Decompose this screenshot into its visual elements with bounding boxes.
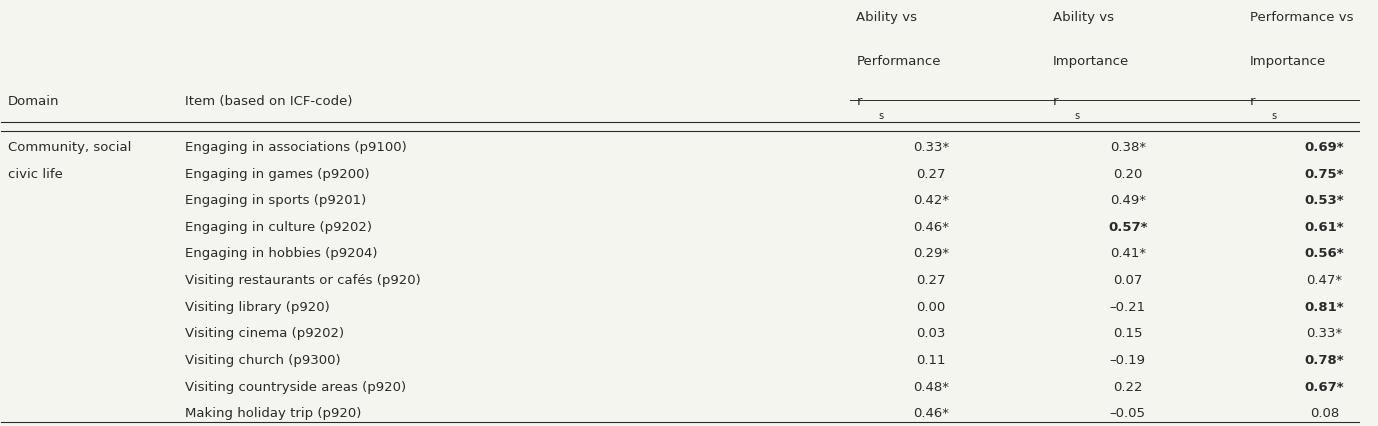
Text: Performance: Performance [856, 55, 941, 68]
Text: 0.47*: 0.47* [1306, 274, 1342, 287]
Text: 0.57*: 0.57* [1108, 221, 1148, 234]
Text: 0.03: 0.03 [916, 328, 945, 340]
Text: 0.07: 0.07 [1113, 274, 1142, 287]
Text: r: r [1250, 95, 1255, 109]
Text: Performance vs: Performance vs [1250, 11, 1353, 24]
Text: r: r [856, 95, 861, 109]
Text: –0.05: –0.05 [1109, 407, 1146, 420]
Text: 0.15: 0.15 [1113, 328, 1142, 340]
Text: 0.53*: 0.53* [1305, 194, 1345, 207]
Text: Community, social: Community, social [8, 141, 131, 154]
Text: 0.49*: 0.49* [1109, 194, 1146, 207]
Text: Domain: Domain [8, 95, 59, 109]
Text: Visiting cinema (p9202): Visiting cinema (p9202) [185, 328, 343, 340]
Text: Engaging in games (p9200): Engaging in games (p9200) [185, 167, 369, 181]
Text: 0.78*: 0.78* [1305, 354, 1345, 367]
Text: Engaging in associations (p9100): Engaging in associations (p9100) [185, 141, 407, 154]
Text: civic life: civic life [8, 167, 63, 181]
Text: 0.20: 0.20 [1113, 167, 1142, 181]
Text: 0.29*: 0.29* [914, 248, 949, 260]
Text: Visiting restaurants or cafés (p920): Visiting restaurants or cafés (p920) [185, 274, 420, 287]
Text: Importance: Importance [1053, 55, 1130, 68]
Text: 0.56*: 0.56* [1305, 248, 1345, 260]
Text: 0.81*: 0.81* [1305, 301, 1345, 314]
Text: 0.46*: 0.46* [914, 221, 949, 234]
Text: 0.67*: 0.67* [1305, 381, 1345, 394]
Text: Visiting countryside areas (p920): Visiting countryside areas (p920) [185, 381, 405, 394]
Text: 0.46*: 0.46* [914, 407, 949, 420]
Text: 0.27: 0.27 [916, 167, 945, 181]
Text: 0.38*: 0.38* [1109, 141, 1146, 154]
Text: –0.19: –0.19 [1109, 354, 1146, 367]
Text: 0.41*: 0.41* [1109, 248, 1146, 260]
Text: 0.42*: 0.42* [914, 194, 949, 207]
Text: Engaging in hobbies (p9204): Engaging in hobbies (p9204) [185, 248, 378, 260]
Text: 0.11: 0.11 [916, 354, 945, 367]
Text: Visiting library (p920): Visiting library (p920) [185, 301, 329, 314]
Text: 0.08: 0.08 [1310, 407, 1339, 420]
Text: Item (based on ICF-code): Item (based on ICF-code) [185, 95, 353, 109]
Text: 0.48*: 0.48* [914, 381, 949, 394]
Text: 0.27: 0.27 [916, 274, 945, 287]
Text: 0.00: 0.00 [916, 301, 945, 314]
Text: Visiting church (p9300): Visiting church (p9300) [185, 354, 340, 367]
Text: Ability vs: Ability vs [856, 11, 918, 24]
Text: –0.21: –0.21 [1109, 301, 1146, 314]
Text: Ability vs: Ability vs [1053, 11, 1115, 24]
Text: r: r [1053, 95, 1058, 109]
Text: Making holiday trip (p920): Making holiday trip (p920) [185, 407, 361, 420]
Text: 0.33*: 0.33* [912, 141, 949, 154]
Text: 0.69*: 0.69* [1305, 141, 1345, 154]
Text: s: s [1272, 111, 1277, 121]
Text: 0.61*: 0.61* [1305, 221, 1345, 234]
Text: 0.33*: 0.33* [1306, 328, 1342, 340]
Text: 0.22: 0.22 [1113, 381, 1142, 394]
Text: s: s [1075, 111, 1080, 121]
Text: Engaging in culture (p9202): Engaging in culture (p9202) [185, 221, 372, 234]
Text: Importance: Importance [1250, 55, 1326, 68]
Text: s: s [878, 111, 883, 121]
Text: 0.75*: 0.75* [1305, 167, 1345, 181]
Text: Engaging in sports (p9201): Engaging in sports (p9201) [185, 194, 365, 207]
